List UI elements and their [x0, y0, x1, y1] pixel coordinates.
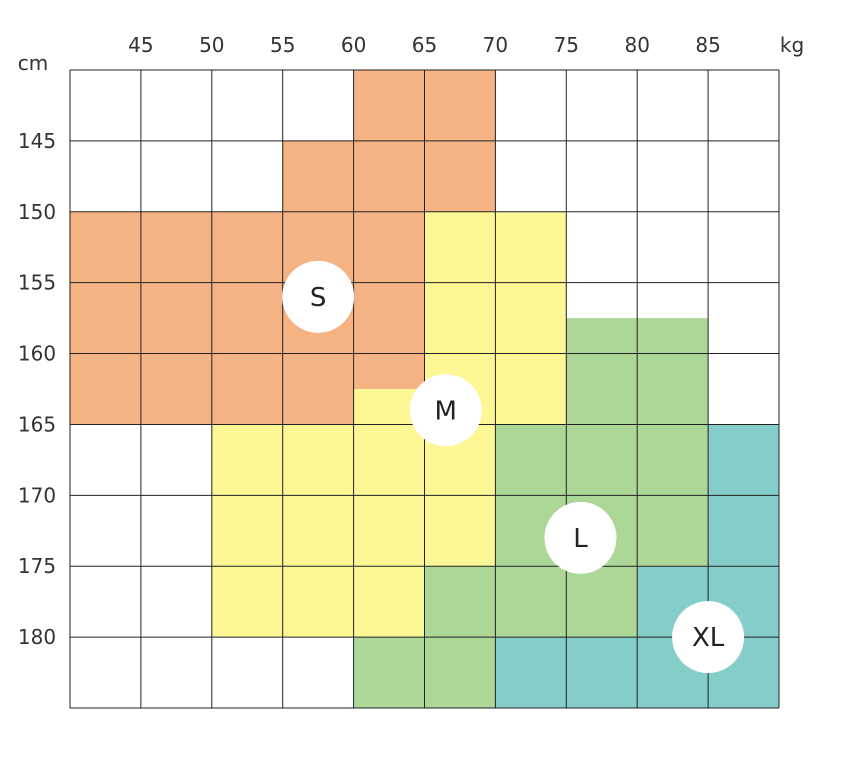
- size-marker-xl: [672, 601, 745, 674]
- x-tick-label: 75: [554, 33, 579, 57]
- region-s: [70, 211, 425, 389]
- y-tick-label: 150: [18, 200, 56, 224]
- y-tick-label: 175: [18, 554, 56, 578]
- region-l: [424, 566, 638, 638]
- size-markers: S M L XL: [282, 260, 745, 674]
- y-tick-label: 155: [18, 271, 56, 295]
- y-tick-label: 160: [18, 342, 56, 366]
- y-tick-label: 145: [18, 129, 56, 153]
- x-tick-label: 85: [695, 33, 720, 57]
- size-marker-s: [282, 260, 355, 333]
- size-label-m: M: [435, 396, 457, 426]
- y-tick-label: 180: [18, 625, 56, 649]
- x-tick-label: 70: [483, 33, 508, 57]
- x-tick-label: 50: [199, 33, 224, 57]
- size-label-l: L: [573, 524, 588, 554]
- region-s: [282, 140, 496, 212]
- x-tick-label: 80: [624, 33, 649, 57]
- region-m: [211, 566, 425, 638]
- x-tick-label: 60: [341, 33, 366, 57]
- y-tick-label: 170: [18, 483, 56, 507]
- size-marker-l: [544, 501, 617, 574]
- x-tick-label: 55: [270, 33, 295, 57]
- x-tick-label: 45: [128, 33, 153, 57]
- size-label-s: S: [310, 283, 327, 313]
- x-axis-unit-label: kg: [780, 33, 804, 57]
- x-tick-label: 65: [412, 33, 437, 57]
- size-label-xl: XL: [692, 623, 725, 653]
- y-axis-unit-label: cm: [18, 51, 48, 75]
- y-axis-tick-labels: 145 150 155 160 165 170 175 180: [18, 129, 56, 649]
- x-axis-tick-labels: 45 50 55 60 65 70 75 80 85: [128, 33, 721, 57]
- y-tick-label: 165: [18, 412, 56, 436]
- size-marker-m: [409, 374, 482, 447]
- gridlines: [69, 69, 780, 709]
